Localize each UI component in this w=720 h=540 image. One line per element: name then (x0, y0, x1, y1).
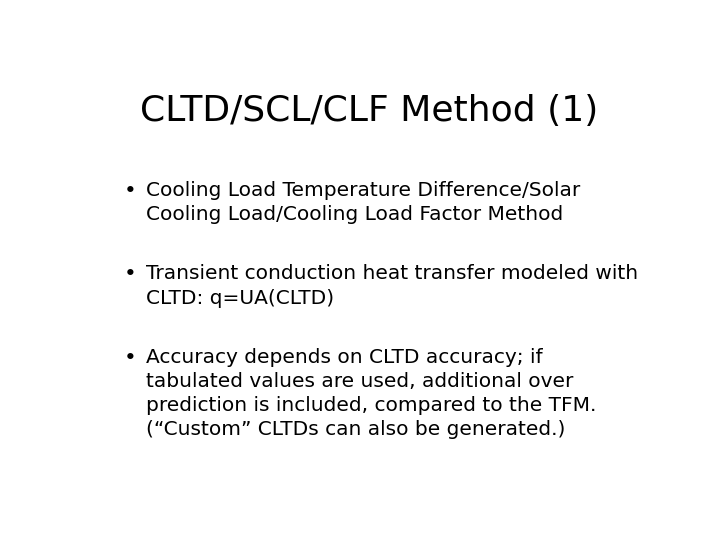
Text: •: • (124, 181, 136, 201)
Text: •: • (124, 265, 136, 285)
Text: CLTD/SCL/CLF Method (1): CLTD/SCL/CLF Method (1) (140, 94, 598, 128)
Text: Cooling Load Temperature Difference/Solar
Cooling Load/Cooling Load Factor Metho: Cooling Load Temperature Difference/Sola… (145, 181, 580, 225)
Text: •: • (124, 348, 136, 368)
Text: Transient conduction heat transfer modeled with
CLTD: q=UA(CLTD): Transient conduction heat transfer model… (145, 265, 638, 308)
Text: Accuracy depends on CLTD accuracy; if
tabulated values are used, additional over: Accuracy depends on CLTD accuracy; if ta… (145, 348, 596, 440)
